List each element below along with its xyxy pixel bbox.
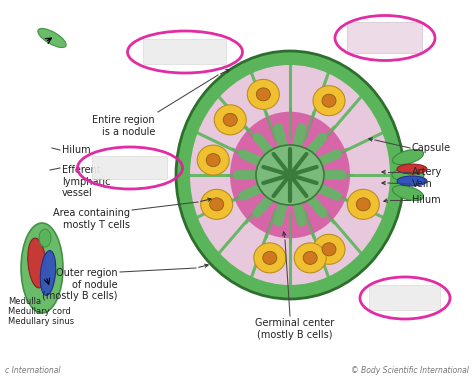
Ellipse shape bbox=[247, 79, 279, 109]
Ellipse shape bbox=[313, 86, 345, 116]
Ellipse shape bbox=[40, 251, 56, 295]
Ellipse shape bbox=[223, 113, 237, 126]
Ellipse shape bbox=[397, 176, 427, 186]
Text: c International: c International bbox=[5, 366, 61, 375]
Ellipse shape bbox=[256, 88, 270, 101]
Ellipse shape bbox=[313, 234, 345, 264]
Ellipse shape bbox=[230, 112, 350, 238]
Ellipse shape bbox=[347, 189, 379, 219]
FancyBboxPatch shape bbox=[144, 39, 227, 65]
Text: Area containing
mostly T cells: Area containing mostly T cells bbox=[53, 208, 130, 230]
Text: Efferent
lymphatic
vessel: Efferent lymphatic vessel bbox=[62, 165, 110, 198]
Ellipse shape bbox=[206, 154, 220, 167]
Text: Hilum: Hilum bbox=[412, 195, 441, 205]
Ellipse shape bbox=[39, 229, 51, 247]
Ellipse shape bbox=[28, 238, 46, 288]
Ellipse shape bbox=[256, 145, 324, 205]
Text: Germinal center
(mostly B cells): Germinal center (mostly B cells) bbox=[255, 318, 335, 340]
Text: Vein: Vein bbox=[412, 179, 433, 189]
Ellipse shape bbox=[294, 243, 326, 273]
Ellipse shape bbox=[284, 170, 296, 181]
Ellipse shape bbox=[210, 198, 224, 211]
Ellipse shape bbox=[254, 243, 286, 273]
Text: Outer region
of nodule
(mostly B cells): Outer region of nodule (mostly B cells) bbox=[43, 268, 118, 301]
Text: © Body Scientific International: © Body Scientific International bbox=[351, 366, 469, 375]
Text: Artery: Artery bbox=[412, 167, 442, 177]
Text: Entire region
is a nodule: Entire region is a nodule bbox=[92, 115, 155, 137]
Ellipse shape bbox=[392, 149, 424, 165]
Ellipse shape bbox=[197, 145, 229, 175]
Ellipse shape bbox=[190, 65, 390, 285]
Ellipse shape bbox=[392, 186, 424, 201]
Ellipse shape bbox=[356, 198, 370, 211]
Ellipse shape bbox=[38, 29, 66, 47]
Text: Medullary cord: Medullary cord bbox=[8, 308, 71, 317]
Ellipse shape bbox=[322, 243, 336, 256]
Ellipse shape bbox=[397, 164, 427, 174]
FancyBboxPatch shape bbox=[347, 23, 422, 53]
Text: Medullary sinus: Medullary sinus bbox=[8, 317, 74, 327]
Text: Hilum: Hilum bbox=[62, 145, 91, 155]
FancyBboxPatch shape bbox=[347, 23, 422, 53]
Ellipse shape bbox=[303, 251, 317, 264]
Ellipse shape bbox=[21, 223, 63, 313]
Ellipse shape bbox=[392, 168, 424, 181]
Ellipse shape bbox=[263, 251, 277, 264]
Text: Medulla: Medulla bbox=[8, 298, 41, 306]
Text: Capsule: Capsule bbox=[412, 143, 451, 153]
Ellipse shape bbox=[214, 105, 246, 135]
FancyBboxPatch shape bbox=[370, 285, 440, 311]
Ellipse shape bbox=[201, 189, 233, 219]
Ellipse shape bbox=[322, 94, 336, 107]
FancyBboxPatch shape bbox=[92, 157, 167, 180]
Ellipse shape bbox=[176, 51, 404, 299]
